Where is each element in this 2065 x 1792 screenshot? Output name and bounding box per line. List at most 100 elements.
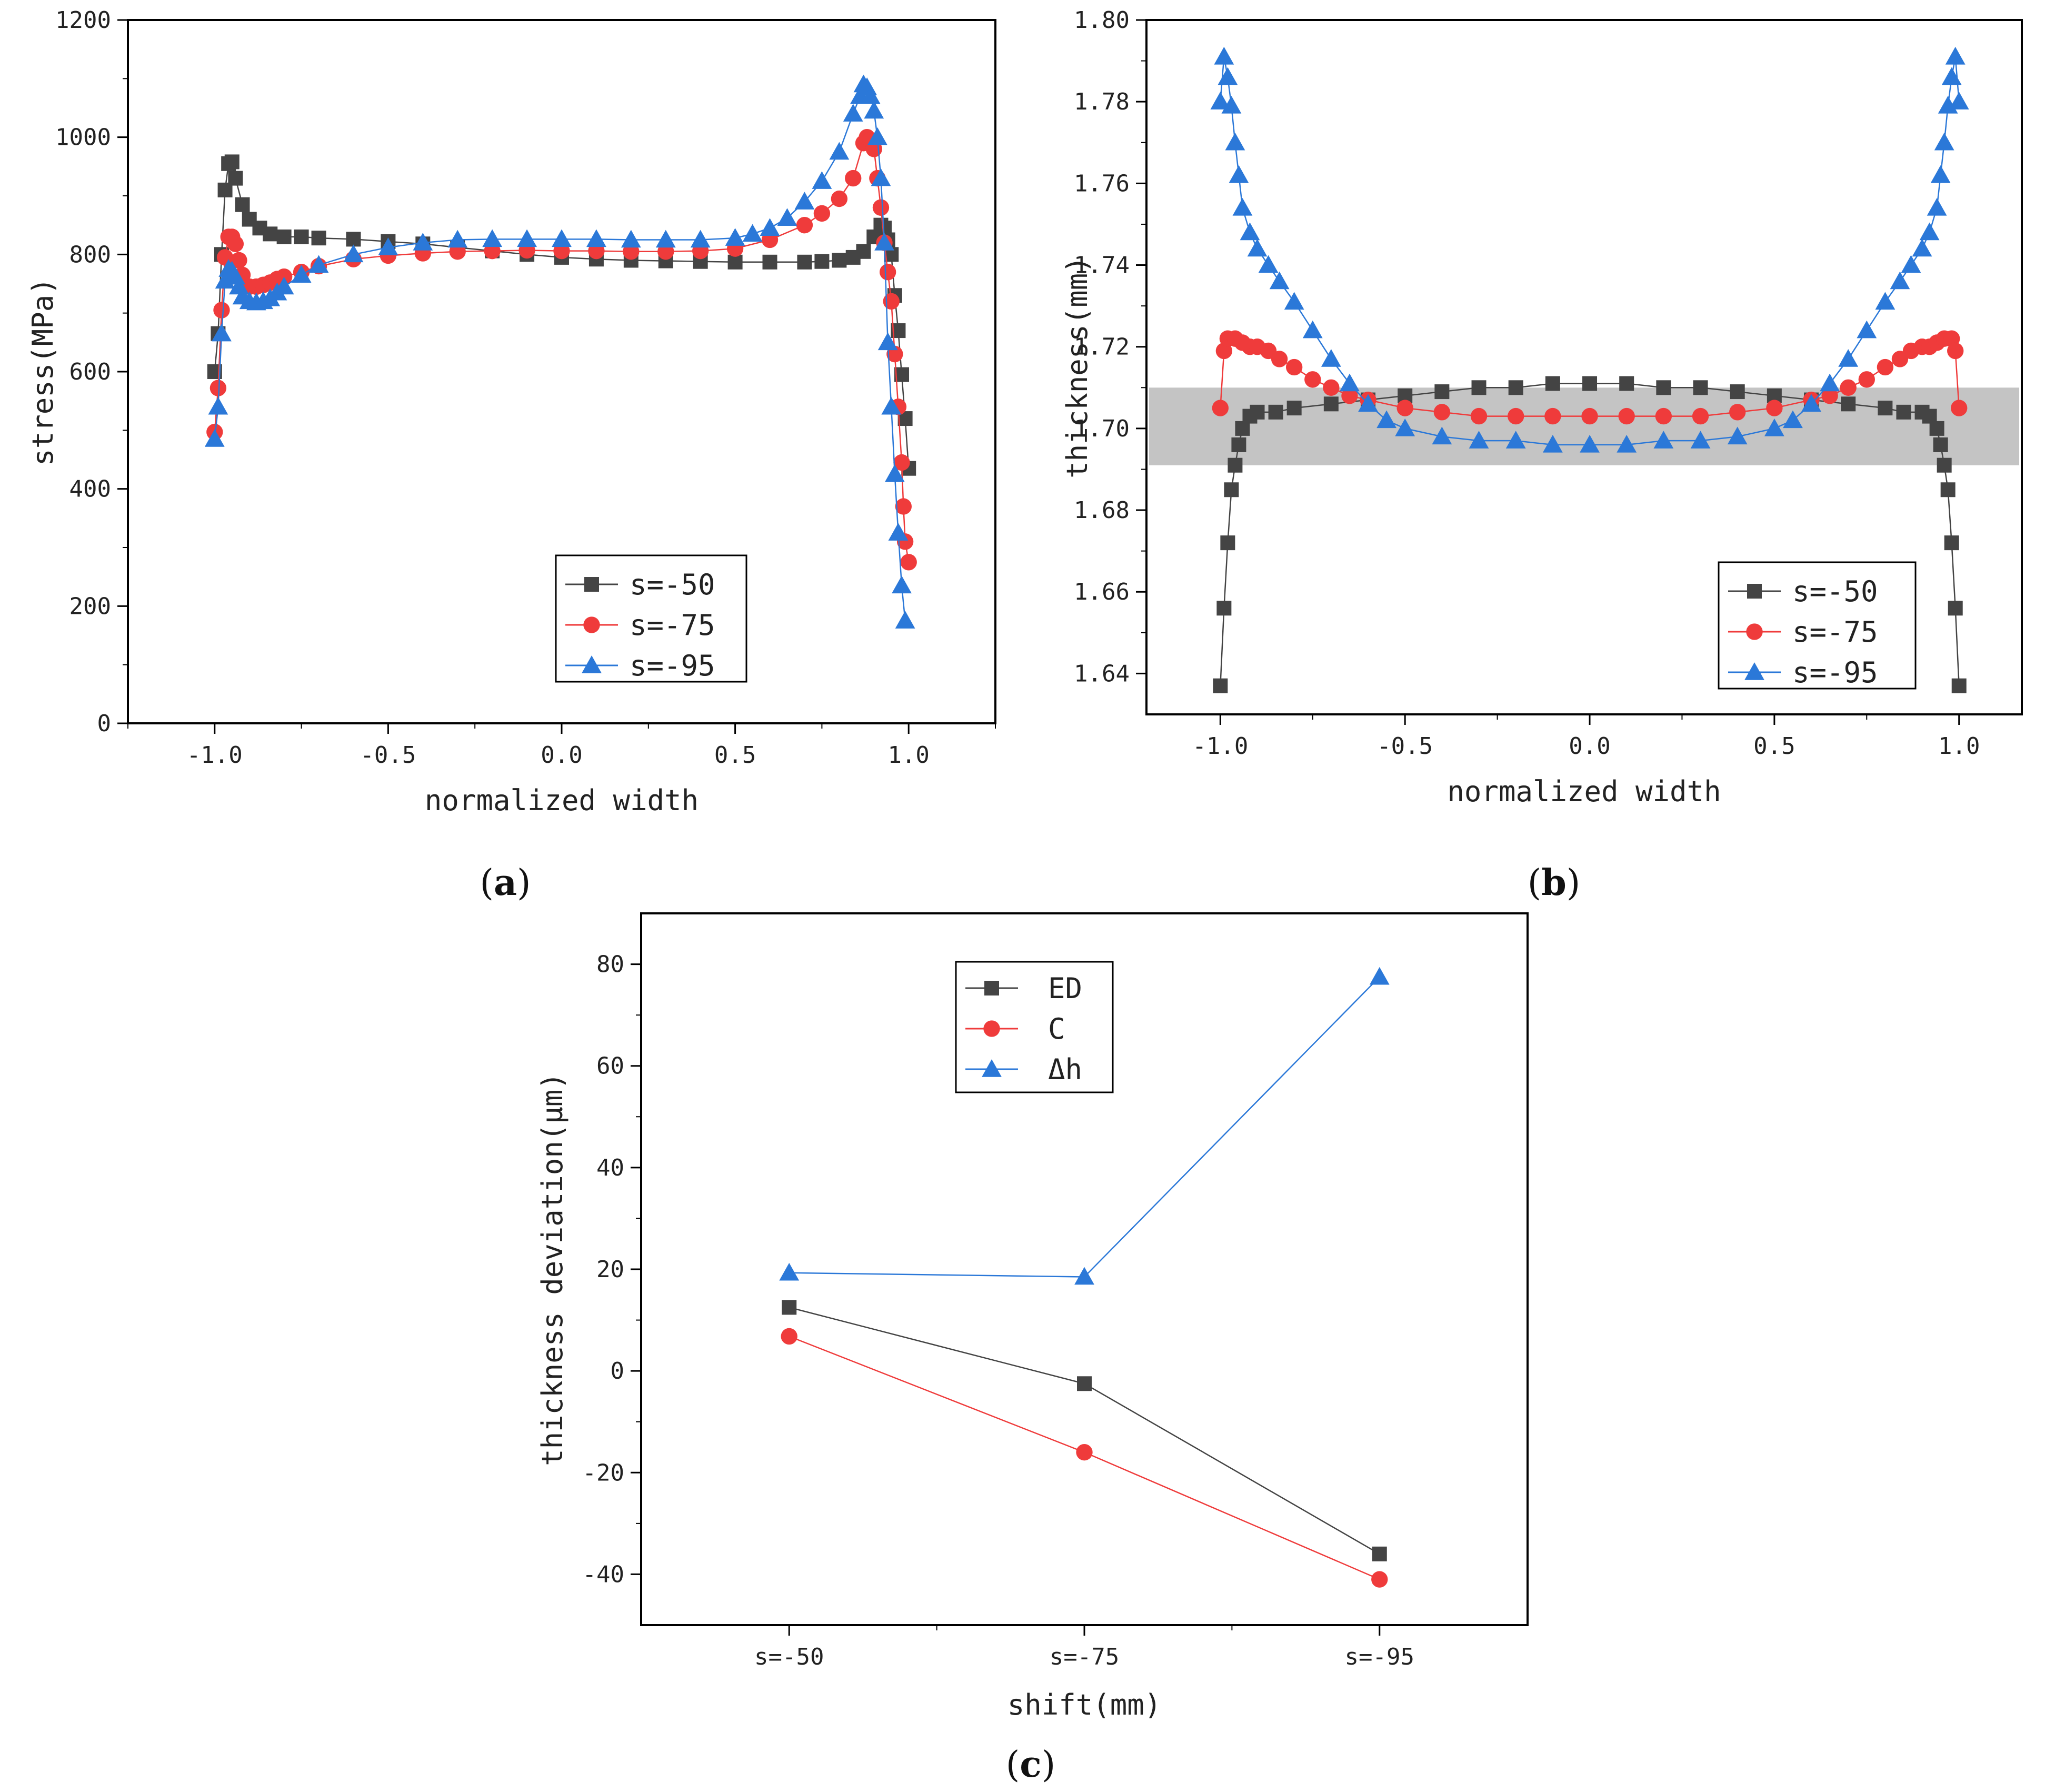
data-point bbox=[781, 1328, 797, 1345]
series-C bbox=[781, 1328, 1388, 1588]
data-point bbox=[1505, 431, 1526, 449]
data-point bbox=[1656, 380, 1671, 395]
data-point bbox=[1766, 400, 1783, 416]
data-point bbox=[1323, 379, 1340, 396]
data-point bbox=[1951, 678, 1967, 693]
legend-label: s=-95 bbox=[1792, 656, 1878, 689]
y-tick-label: 1.70 bbox=[1074, 415, 1130, 442]
data-point bbox=[1471, 380, 1487, 395]
data-point bbox=[1619, 376, 1634, 391]
x-tick-label: -0.5 bbox=[1377, 733, 1433, 760]
data-point bbox=[1076, 1443, 1093, 1461]
data-point bbox=[224, 154, 240, 170]
data-point bbox=[1544, 407, 1561, 425]
data-point bbox=[867, 127, 887, 145]
data-point bbox=[812, 171, 832, 189]
data-point bbox=[831, 190, 848, 207]
data-point bbox=[1247, 238, 1268, 257]
data-point bbox=[1396, 400, 1413, 416]
data-point bbox=[1948, 601, 1963, 616]
data-point bbox=[1727, 426, 1748, 445]
data-point bbox=[725, 228, 745, 246]
data-point bbox=[378, 237, 398, 255]
data-point bbox=[291, 265, 312, 283]
data-point bbox=[447, 230, 468, 248]
y-tick-label: -20 bbox=[583, 1459, 624, 1486]
data-point bbox=[1927, 198, 1947, 216]
data-point bbox=[1469, 431, 1489, 449]
data-point bbox=[1783, 410, 1803, 429]
series-Δh bbox=[779, 967, 1390, 1285]
data-point bbox=[1210, 92, 1231, 109]
data-point bbox=[1919, 222, 1940, 241]
y-axis-title: thickness deviation(μm) bbox=[536, 1072, 569, 1466]
data-point bbox=[727, 254, 743, 270]
data-point bbox=[794, 192, 815, 210]
series-s=-75 bbox=[206, 128, 917, 571]
data-point bbox=[204, 429, 225, 447]
y-tick-label: 20 bbox=[596, 1256, 624, 1283]
data-point bbox=[212, 323, 232, 342]
data-point bbox=[1545, 376, 1560, 391]
data-point bbox=[1221, 96, 1242, 114]
data-point bbox=[1216, 601, 1232, 616]
data-point bbox=[1949, 92, 1969, 109]
x-tick-label: s=-50 bbox=[754, 1644, 824, 1670]
x-tick-label: 0.0 bbox=[1569, 733, 1610, 760]
data-point bbox=[1225, 132, 1245, 151]
data-point bbox=[1857, 320, 1877, 339]
data-point bbox=[210, 380, 227, 396]
y-tick-label: 200 bbox=[69, 593, 111, 620]
legend-swatch-marker bbox=[584, 577, 599, 592]
y-tick-label: 1000 bbox=[55, 124, 111, 151]
legend-label: s=-95 bbox=[630, 649, 715, 682]
data-point bbox=[872, 199, 890, 216]
data-point bbox=[343, 244, 364, 263]
x-tick-label: 0.0 bbox=[541, 742, 582, 769]
data-point bbox=[413, 233, 433, 251]
series-s=-75 bbox=[1212, 330, 1968, 425]
data-point bbox=[1433, 404, 1451, 421]
x-tick-label: 0.5 bbox=[714, 742, 756, 769]
data-point bbox=[482, 229, 503, 247]
data-point bbox=[1376, 410, 1396, 429]
data-point bbox=[1258, 255, 1279, 273]
data-point bbox=[1269, 271, 1290, 290]
data-point bbox=[308, 255, 329, 273]
legend: s=-50 s=-75 s=-95 bbox=[1718, 561, 1917, 690]
data-point bbox=[517, 229, 537, 247]
data-point bbox=[879, 264, 896, 281]
data-point bbox=[1912, 238, 1932, 257]
data-point bbox=[1821, 387, 1838, 404]
data-point bbox=[1941, 67, 1962, 85]
series-line bbox=[214, 83, 906, 621]
data-point bbox=[1542, 435, 1563, 453]
y-tick-label: 1.68 bbox=[1074, 497, 1130, 524]
data-point bbox=[294, 229, 309, 244]
data-point bbox=[742, 224, 763, 242]
x-tick-label: -0.5 bbox=[360, 742, 416, 769]
data-point bbox=[655, 230, 676, 248]
data-point bbox=[1302, 320, 1323, 339]
data-point bbox=[1250, 404, 1265, 420]
data-point bbox=[1933, 437, 1948, 452]
data-point bbox=[895, 498, 912, 515]
data-point bbox=[843, 104, 863, 122]
data-point bbox=[208, 396, 228, 415]
y-tick-label: 0 bbox=[97, 710, 112, 737]
data-point bbox=[883, 293, 900, 310]
data-point bbox=[1212, 400, 1229, 416]
data-point bbox=[1321, 349, 1341, 367]
data-point bbox=[1653, 431, 1674, 449]
data-point bbox=[1655, 407, 1672, 425]
y-axis-title: thickness(mm) bbox=[1061, 256, 1094, 479]
y-tick-label: 400 bbox=[69, 476, 111, 503]
data-point bbox=[1890, 271, 1910, 290]
data-point bbox=[213, 302, 230, 318]
data-point bbox=[1838, 349, 1859, 367]
data-point bbox=[1323, 396, 1339, 412]
data-point bbox=[1841, 396, 1856, 412]
data-point bbox=[895, 611, 915, 629]
legend-label: s=-75 bbox=[630, 609, 715, 642]
data-point bbox=[1730, 384, 1745, 400]
